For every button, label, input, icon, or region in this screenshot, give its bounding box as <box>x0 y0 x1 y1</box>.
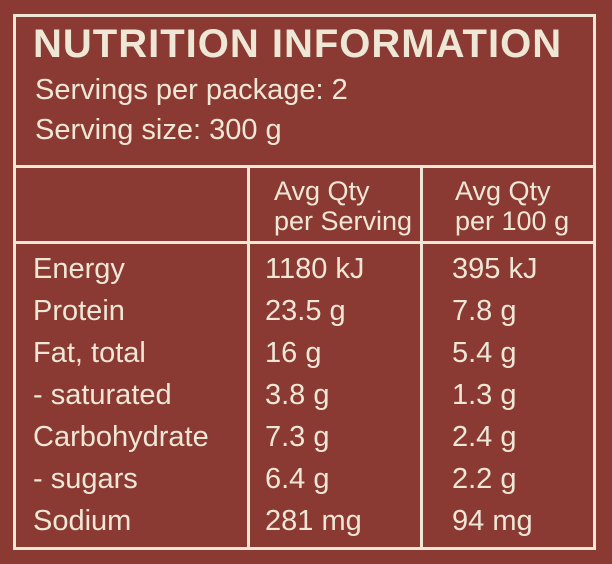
column-header-per-serving-line2: per Serving <box>274 206 413 236</box>
nutrient-name: Sodium <box>33 505 132 537</box>
header-separator-line <box>16 241 593 244</box>
nutrition-table: Avg Qty per Serving Avg Qty per 100 g En… <box>16 165 593 547</box>
table-row: - sugars 6.4 g 2.2 g <box>16 458 593 500</box>
column-header-per-100g: Avg Qty per 100 g <box>455 176 569 236</box>
column-header-per-100g-line2: per 100 g <box>455 206 570 236</box>
nutrient-name: - saturated <box>33 379 172 411</box>
nutrition-label-title: NUTRITION INFORMATION <box>33 22 563 66</box>
nutrient-name: Carbohydrate <box>33 421 209 453</box>
value-per-100g: 7.8 g <box>452 295 517 327</box>
value-per-serving: 7.3 g <box>265 421 330 453</box>
table-row: - saturated 3.8 g 1.3 g <box>16 374 593 416</box>
column-header-per-serving: Avg Qty per Serving <box>274 176 412 236</box>
column-header-per-100g-line1: Avg Qty <box>455 176 551 206</box>
nutrition-rows: Energy 1180 kJ 395 kJ Protein 23.5 g 7.8… <box>16 248 593 542</box>
value-per-100g: 2.4 g <box>452 421 517 453</box>
serving-size-line: Serving size: 300 g <box>35 114 282 146</box>
value-per-serving: 3.8 g <box>265 379 330 411</box>
value-per-100g: 5.4 g <box>452 337 517 369</box>
column-divider-1 <box>247 168 250 547</box>
value-per-serving: 6.4 g <box>265 463 330 495</box>
column-header-per-serving-line1: Avg Qty <box>274 176 370 206</box>
table-row: Carbohydrate 7.3 g 2.4 g <box>16 416 593 458</box>
value-per-100g: 94 mg <box>452 505 533 537</box>
value-per-serving: 281 mg <box>265 505 362 537</box>
value-per-100g: 2.2 g <box>452 463 517 495</box>
value-per-serving: 23.5 g <box>265 295 346 327</box>
value-per-serving: 16 g <box>265 337 322 369</box>
nutrition-label: NUTRITION INFORMATION Servings per packa… <box>13 14 596 550</box>
table-row: Fat, total 16 g 5.4 g <box>16 332 593 374</box>
nutrient-name: Protein <box>33 295 125 327</box>
value-per-serving: 1180 kJ <box>265 253 365 285</box>
table-row: Energy 1180 kJ 395 kJ <box>16 248 593 290</box>
nutrient-name: Energy <box>33 253 125 285</box>
table-row: Sodium 281 mg 94 mg <box>16 500 593 542</box>
value-per-100g: 1.3 g <box>452 379 517 411</box>
table-row: Protein 23.5 g 7.8 g <box>16 290 593 332</box>
nutrient-name: Fat, total <box>33 337 146 369</box>
value-per-100g: 395 kJ <box>452 253 538 285</box>
column-divider-2 <box>420 168 423 547</box>
servings-per-package-line: Servings per package: 2 <box>35 74 348 106</box>
nutrient-name: - sugars <box>33 463 138 495</box>
